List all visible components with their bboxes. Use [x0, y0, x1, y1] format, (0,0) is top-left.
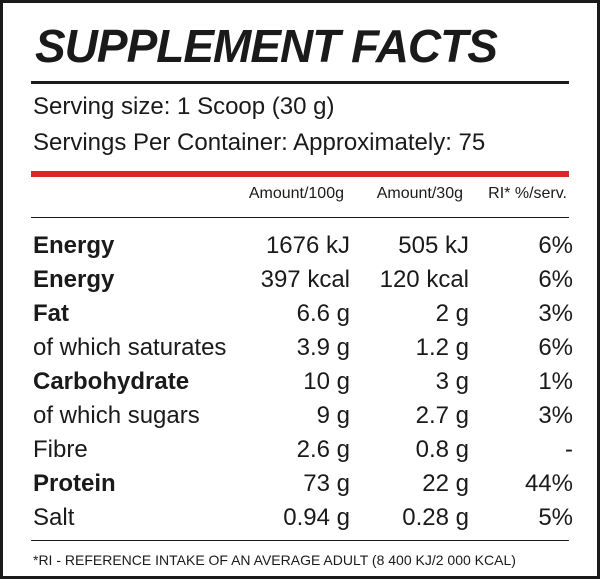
nutrient-row: Fibre 2.6 g 0.8 g - — [3, 436, 600, 470]
nutrient-name: Energy — [33, 232, 115, 259]
nutrient-row: Salt 0.94 g 0.28 g 5% — [3, 504, 600, 538]
amount-per-30g: 2.7 g — [415, 402, 469, 429]
nutrient-row: of which sugars 9 g 2.7 g 3% — [3, 402, 600, 436]
ri-percent: 44% — [524, 470, 573, 497]
amount-per-30g: 22 g — [422, 470, 469, 497]
amount-per-100g: 0.94 g — [283, 504, 350, 531]
amount-per-30g: 2 g — [435, 300, 469, 327]
amount-per-100g: 10 g — [303, 368, 350, 395]
amount-per-30g: 505 kJ — [398, 232, 469, 259]
amount-per-30g: 0.28 g — [402, 504, 469, 531]
column-header-per-30g: Amount/30g — [376, 185, 463, 202]
ri-percent: - — [565, 436, 573, 463]
panel-title: SUPPLEMENT FACTS — [35, 20, 498, 72]
amount-per-100g: 9 g — [316, 402, 350, 429]
nutrient-table: Energy 1676 kJ 505 kJ 6% Energy 397 kcal 120 k… — [3, 232, 600, 538]
amount-per-100g: 73 g — [303, 470, 350, 497]
amount-per-100g: 397 kcal — [260, 266, 350, 293]
nutrient-row: Fat 6.6 g 2 g 3% — [3, 300, 600, 334]
amount-per-30g: 0.8 g — [415, 436, 469, 463]
ri-percent: 3% — [538, 402, 573, 429]
amount-per-30g: 3 g — [435, 368, 469, 395]
nutrient-name: of which saturates — [33, 334, 227, 361]
nutrient-name: Salt — [33, 504, 75, 531]
nutrient-name: Energy — [33, 266, 115, 293]
amount-per-100g: 1676 kJ — [265, 232, 350, 259]
nutrient-name: Fat — [33, 300, 69, 327]
column-header-per-100g: Amount/100g — [248, 185, 344, 202]
amount-per-30g: 120 kcal — [379, 266, 469, 293]
column-header-ri: RI* %/serv. — [488, 185, 567, 202]
ri-percent: 1% — [538, 368, 573, 395]
ri-percent: 6% — [538, 266, 573, 293]
nutrient-row: Protein 73 g 22 g 44% — [3, 470, 600, 504]
header-divider — [31, 217, 569, 218]
nutrient-row: Energy 397 kcal 120 kcal 6% — [3, 266, 600, 300]
amount-per-100g: 2.6 g — [296, 436, 350, 463]
amount-per-100g: 6.6 g — [296, 300, 350, 327]
accent-divider — [31, 171, 569, 177]
serving-size: Serving size: 1 Scoop (30 g) — [33, 93, 335, 120]
nutrient-name: of which sugars — [33, 402, 200, 429]
nutrient-name: Protein — [33, 470, 116, 497]
title-divider — [31, 81, 569, 84]
nutrient-name: Carbohydrate — [33, 368, 190, 395]
footer-divider — [31, 540, 569, 541]
nutrient-row: of which saturates 3.9 g 1.2 g 6% — [3, 334, 600, 368]
nutrient-name: Fibre — [33, 436, 88, 463]
nutrient-row: Carbohydrate 10 g 3 g 1% — [3, 368, 600, 402]
reference-intake-footnote: *RI - REFERENCE INTAKE OF AN AVERAGE ADU… — [33, 552, 516, 568]
ri-percent: 6% — [538, 334, 573, 361]
amount-per-30g: 1.2 g — [415, 334, 469, 361]
nutrient-row: Energy 1676 kJ 505 kJ 6% — [3, 232, 600, 266]
servings-per-container: Servings Per Container: Approximately: 7… — [33, 129, 486, 156]
ri-percent: 6% — [538, 232, 573, 259]
ri-percent: 5% — [538, 504, 573, 531]
amount-per-100g: 3.9 g — [296, 334, 350, 361]
ri-percent: 3% — [538, 300, 573, 327]
